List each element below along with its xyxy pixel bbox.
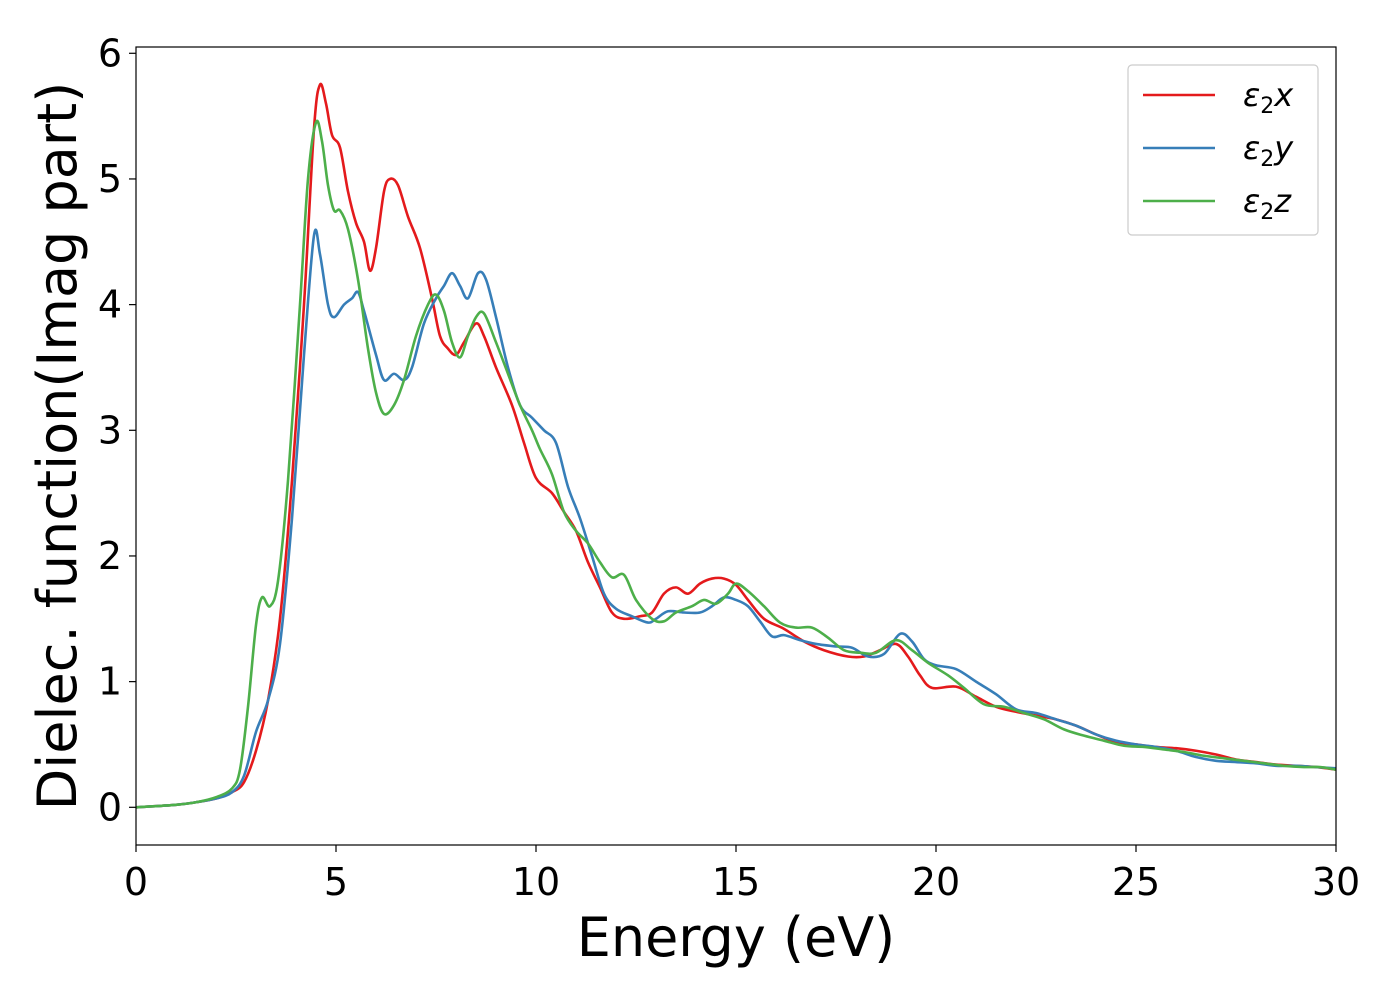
legend-component: y xyxy=(1273,129,1294,167)
x-tick-label: 0 xyxy=(124,860,148,904)
legend-subscript: 2 xyxy=(1260,94,1274,119)
x-axis-title: Energy (eV) xyxy=(577,906,896,969)
y-tick-label: 6 xyxy=(98,31,122,75)
y-axis-ticks: 0 1 2 3 4 5 6 xyxy=(98,31,136,829)
y-tick-label: 1 xyxy=(98,660,122,704)
y-tick-label: 0 xyxy=(98,785,122,829)
series-layer xyxy=(135,82,1337,809)
x-axis-ticks: 0 5 10 15 20 25 30 xyxy=(124,845,1360,904)
y-tick-label: 2 xyxy=(98,534,122,578)
legend-label-y: ε2y xyxy=(1243,129,1294,172)
x-tick-label: 5 xyxy=(324,860,348,904)
x-tick-label: 25 xyxy=(1112,860,1160,904)
y-tick-label: 3 xyxy=(98,408,122,452)
legend-symbol: ε xyxy=(1243,76,1260,114)
legend-subscript: 2 xyxy=(1260,147,1274,172)
y-axis-title: Dielec. function(Imag part) xyxy=(26,82,89,811)
legend-symbol: ε xyxy=(1243,129,1260,167)
legend-symbol: ε xyxy=(1243,182,1260,220)
legend-subscript: 2 xyxy=(1260,200,1274,225)
legend-box xyxy=(1127,64,1319,236)
series-line-y xyxy=(135,228,1337,809)
x-tick-label: 15 xyxy=(712,860,760,904)
x-tick-label: 20 xyxy=(912,860,960,904)
x-tick-label: 10 xyxy=(512,860,560,904)
y-tick-label: 4 xyxy=(98,283,122,327)
series-line-z xyxy=(135,119,1337,809)
legend-component: x xyxy=(1273,76,1294,114)
legend-label-x: ε2x xyxy=(1243,76,1294,119)
x-tick-label: 30 xyxy=(1312,860,1360,904)
y-tick-label: 5 xyxy=(98,157,122,201)
legend-label-z: ε2z xyxy=(1243,182,1292,225)
legend-component: z xyxy=(1273,182,1292,220)
